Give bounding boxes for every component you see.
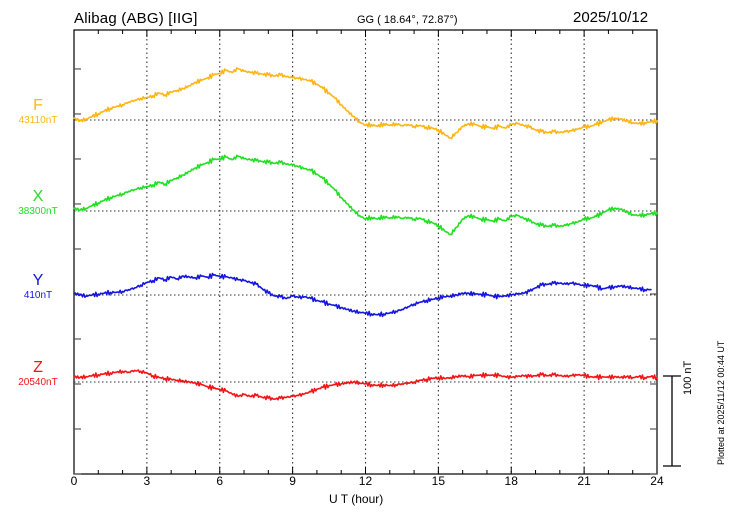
trace-Z bbox=[73, 369, 658, 401]
plot-date: 2025/10/12 bbox=[573, 9, 649, 26]
x-tick-label: 3 bbox=[143, 474, 151, 488]
component-label-F: F 43110nT bbox=[8, 98, 68, 127]
component-letter-Z: Z bbox=[33, 359, 43, 376]
component-letter-X: X bbox=[32, 188, 44, 205]
component-baseline-Z: 20540nT bbox=[18, 377, 58, 388]
x-tick-label: 24 bbox=[650, 474, 664, 488]
x-tick-label: 12 bbox=[358, 474, 373, 488]
x-tick-label: 6 bbox=[216, 474, 224, 488]
component-baseline-F: 43110nT bbox=[18, 115, 58, 126]
geographic-coordinates: GG ( 18.64°, 72.87°) bbox=[357, 14, 458, 26]
x-tick-label: 18 bbox=[504, 474, 518, 488]
component-label-X: X 38300nT bbox=[8, 189, 68, 218]
station-title: Alibag (ABG) [IIG] bbox=[74, 10, 198, 27]
component-letter-Y: Y bbox=[32, 272, 44, 289]
component-baseline-Y: 410nT bbox=[23, 290, 53, 301]
component-baseline-X: 38300nT bbox=[18, 206, 58, 217]
x-axis-label: U T (hour) bbox=[329, 492, 384, 506]
x-tick-label: 0 bbox=[70, 474, 78, 488]
trace-F bbox=[73, 67, 658, 140]
component-label-Y: Y 410nT bbox=[8, 273, 68, 302]
component-letter-F: F bbox=[33, 97, 43, 114]
trace-Y bbox=[73, 272, 652, 318]
x-tick-label: 9 bbox=[289, 474, 296, 488]
x-tick-label: 21 bbox=[577, 474, 591, 488]
x-tick-label: 15 bbox=[431, 474, 446, 488]
component-label-Z: Z 20540nT bbox=[8, 360, 68, 389]
trace-X bbox=[73, 154, 658, 236]
